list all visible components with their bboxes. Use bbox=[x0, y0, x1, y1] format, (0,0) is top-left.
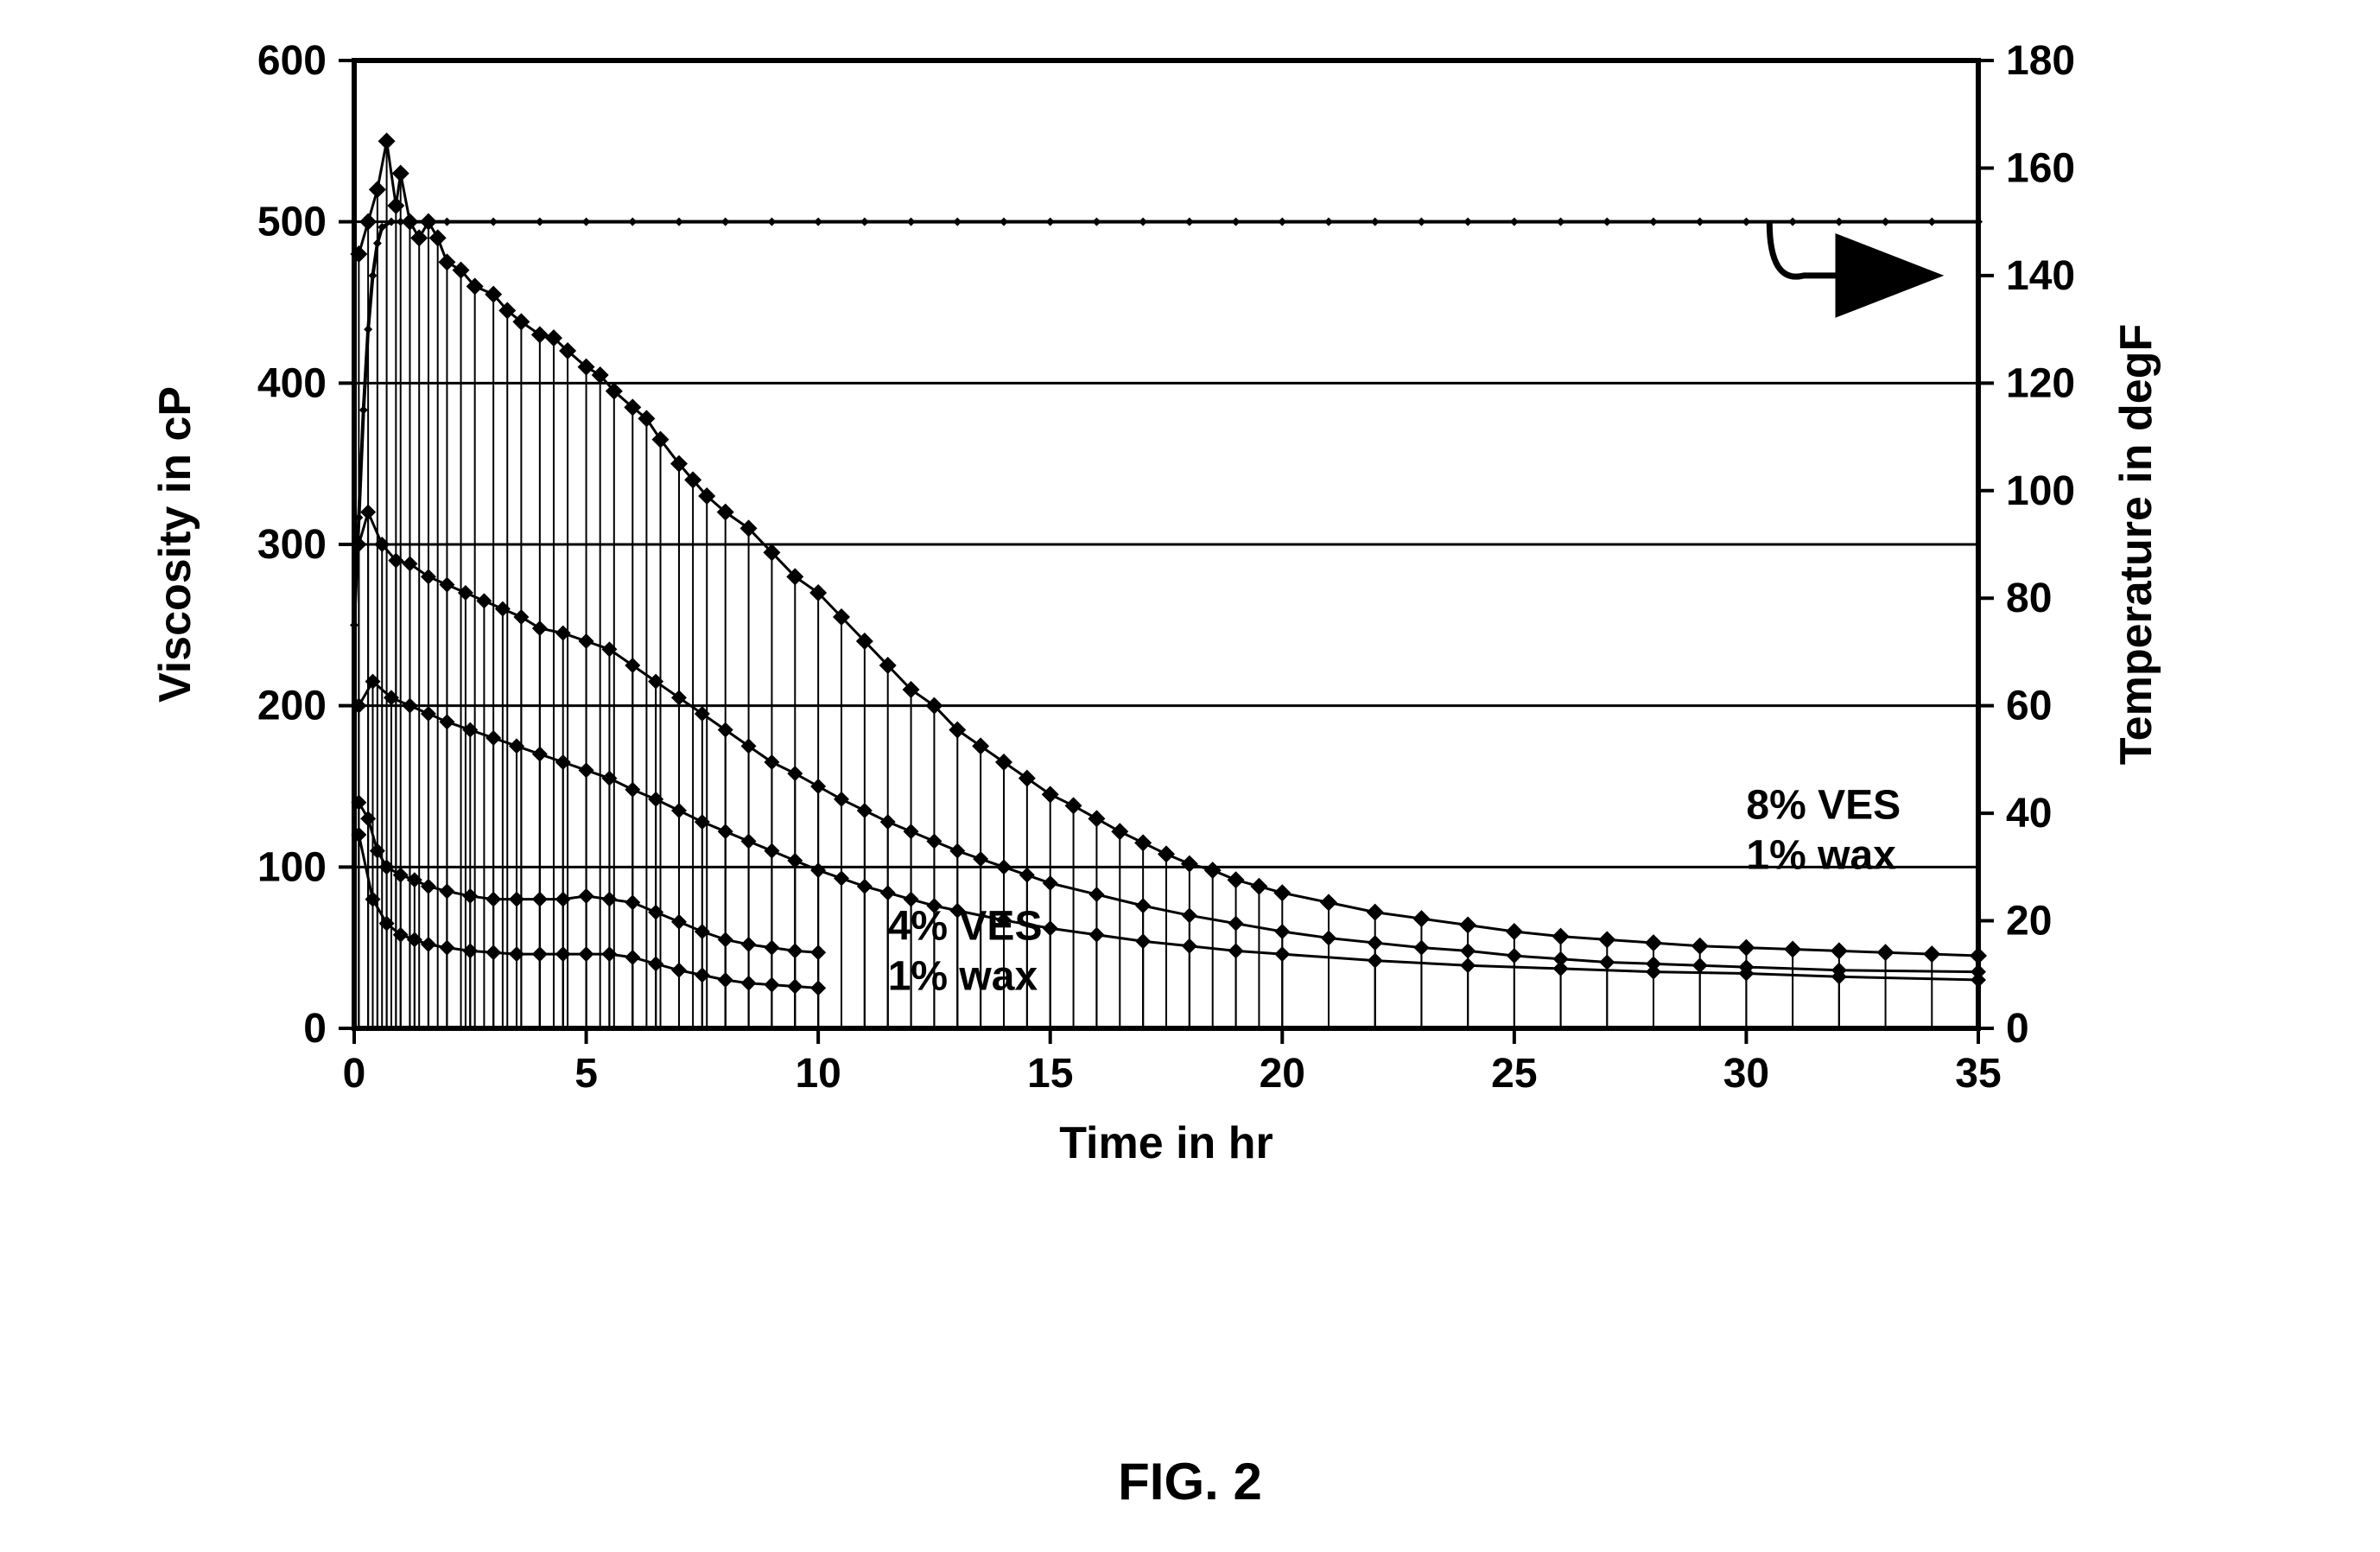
y-left-tick-label: 200 bbox=[257, 684, 327, 729]
x-tick-label: 25 bbox=[1491, 1051, 1537, 1097]
x-tick-label: 15 bbox=[1027, 1051, 1073, 1097]
x-tick-label: 10 bbox=[795, 1051, 841, 1097]
y-left-tick-label: 600 bbox=[257, 38, 327, 84]
x-tick-label: 5 bbox=[574, 1051, 598, 1097]
y-left-tick-label: 500 bbox=[257, 200, 327, 245]
chart-svg: 0510152025303501002003004005006000204060… bbox=[104, 35, 2276, 1331]
annotation-0-line1: 4% VES bbox=[888, 903, 1043, 949]
y-right-tick-label: 40 bbox=[2006, 791, 2052, 836]
annotation-1-line2: 1% wax bbox=[1746, 832, 1896, 878]
x-tick-label: 20 bbox=[1260, 1051, 1305, 1097]
annotation-1-line1: 8% VES bbox=[1746, 782, 1901, 828]
x-tick-label: 35 bbox=[1955, 1051, 2001, 1097]
y-left-tick-label: 400 bbox=[257, 360, 327, 406]
y-right-tick-label: 180 bbox=[2006, 38, 2075, 84]
y-left-tick-label: 100 bbox=[257, 844, 327, 890]
y-left-tick-label: 300 bbox=[257, 522, 327, 568]
x-axis-label: Time in hr bbox=[1059, 1118, 1273, 1168]
chart-container: 0510152025303501002003004005006000204060… bbox=[104, 35, 2276, 1331]
y-right-tick-label: 60 bbox=[2006, 684, 2052, 729]
x-tick-label: 0 bbox=[343, 1051, 366, 1097]
y-right-axis-label: Temperature in degF bbox=[2111, 324, 2161, 765]
y-right-tick-label: 120 bbox=[2006, 360, 2075, 406]
y-right-tick-label: 160 bbox=[2006, 145, 2075, 191]
y-left-tick-label: 0 bbox=[303, 1006, 327, 1052]
y-right-tick-label: 20 bbox=[2006, 899, 2052, 945]
x-tick-label: 30 bbox=[1723, 1051, 1769, 1097]
y-right-tick-label: 80 bbox=[2006, 576, 2052, 621]
y-right-tick-label: 100 bbox=[2006, 468, 2075, 514]
y-left-axis-label: Viscosity in cP bbox=[150, 386, 200, 703]
y-right-tick-label: 140 bbox=[2006, 253, 2075, 299]
figure-caption: FIG. 2 bbox=[0, 1452, 2380, 1511]
y-right-tick-label: 0 bbox=[2006, 1006, 2029, 1052]
annotation-0-line2: 1% wax bbox=[888, 953, 1038, 999]
